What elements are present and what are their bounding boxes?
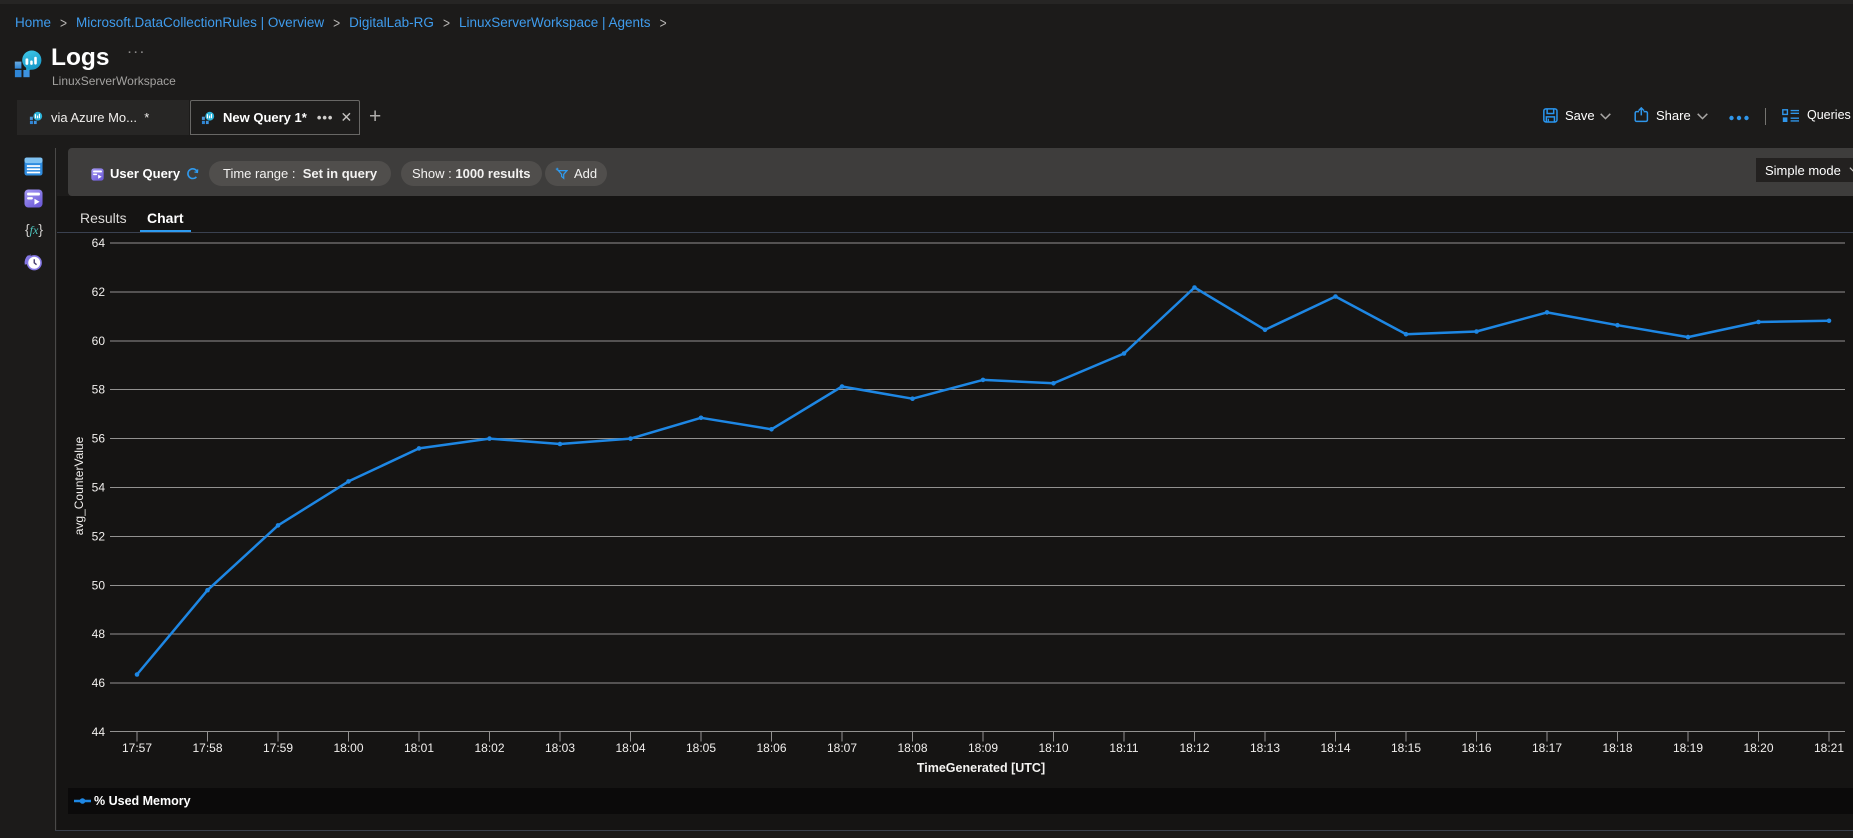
- svg-text:18:02: 18:02: [474, 741, 504, 755]
- svg-text:56: 56: [92, 432, 106, 446]
- svg-text:18:08: 18:08: [897, 741, 927, 755]
- svg-text:44: 44: [92, 725, 106, 739]
- svg-text:58: 58: [92, 383, 106, 397]
- svg-text:18:21: 18:21: [1814, 741, 1844, 755]
- svg-text:17:58: 17:58: [192, 741, 222, 755]
- svg-text:17:57: 17:57: [122, 741, 152, 755]
- svg-text:18:16: 18:16: [1461, 741, 1491, 755]
- svg-text:18:17: 18:17: [1532, 741, 1562, 755]
- svg-text:18:15: 18:15: [1391, 741, 1421, 755]
- svg-text:TimeGenerated [UTC]: TimeGenerated [UTC]: [917, 761, 1045, 775]
- svg-text:18:13: 18:13: [1250, 741, 1280, 755]
- svg-text:18:12: 18:12: [1179, 741, 1209, 755]
- svg-text:18:10: 18:10: [1038, 741, 1068, 755]
- svg-text:18:03: 18:03: [545, 741, 575, 755]
- svg-text:18:04: 18:04: [615, 741, 645, 755]
- svg-text:18:18: 18:18: [1602, 741, 1632, 755]
- svg-text:54: 54: [92, 481, 106, 495]
- svg-text:46: 46: [92, 676, 106, 690]
- svg-text:48: 48: [92, 627, 106, 641]
- svg-text:52: 52: [92, 529, 106, 543]
- svg-text:17:59: 17:59: [263, 741, 293, 755]
- svg-text:18:01: 18:01: [404, 741, 434, 755]
- svg-text:64: 64: [92, 236, 106, 250]
- svg-text:18:00: 18:00: [333, 741, 363, 755]
- svg-text:18:06: 18:06: [756, 741, 786, 755]
- svg-text:60: 60: [92, 334, 106, 348]
- svg-text:62: 62: [92, 285, 106, 299]
- svg-text:18:20: 18:20: [1743, 741, 1773, 755]
- svg-text:18:05: 18:05: [686, 741, 716, 755]
- svg-text:18:09: 18:09: [968, 741, 998, 755]
- svg-text:18:19: 18:19: [1673, 741, 1703, 755]
- svg-text:50: 50: [92, 578, 106, 592]
- svg-text:18:07: 18:07: [827, 741, 857, 755]
- svg-text:18:11: 18:11: [1109, 741, 1138, 755]
- svg-text:18:14: 18:14: [1320, 741, 1350, 755]
- svg-text:avg_CounterValue: avg_CounterValue: [72, 436, 86, 535]
